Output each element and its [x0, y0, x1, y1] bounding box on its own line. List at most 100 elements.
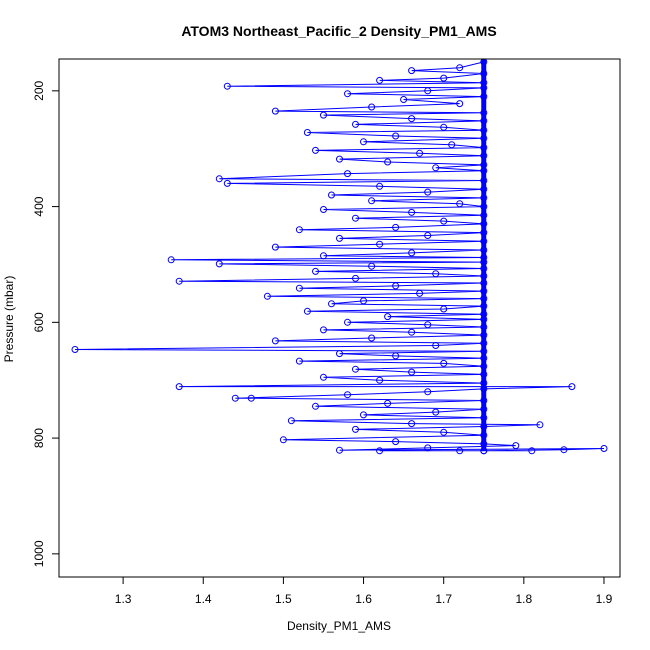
- data-point: [440, 428, 448, 436]
- data-point: [368, 334, 376, 342]
- data-point: [352, 214, 359, 222]
- data-point: [536, 421, 544, 429]
- data-point: [295, 284, 303, 292]
- x-axis-label: Density_PM1_AMS: [287, 619, 391, 633]
- data-point: [480, 440, 488, 448]
- y-tick-label: 1000: [32, 540, 46, 567]
- data-point: [336, 446, 343, 454]
- x-tick-label: 1.5: [275, 592, 292, 606]
- plot-area: [71, 58, 608, 455]
- data-point: [320, 326, 327, 334]
- data-point: [271, 243, 279, 251]
- plot-frame: [58, 58, 621, 578]
- data-point: [480, 220, 488, 228]
- data-point: [320, 373, 327, 381]
- data-point: [480, 447, 488, 455]
- data-point: [480, 339, 488, 347]
- data-point: [512, 442, 520, 450]
- data-point: [408, 249, 416, 257]
- data-point: [368, 262, 376, 270]
- series-line: [74, 61, 605, 452]
- data-point: [440, 217, 448, 225]
- data-point: [480, 414, 488, 422]
- data-point: [408, 115, 416, 123]
- data-point: [287, 417, 295, 425]
- data-point: [344, 318, 351, 326]
- data-point: [392, 132, 400, 140]
- data-point: [312, 402, 319, 410]
- data-point: [352, 365, 359, 373]
- data-point: [344, 90, 351, 98]
- data-point: [480, 310, 488, 318]
- data-point: [480, 109, 488, 117]
- data-point: [384, 399, 392, 407]
- data-point: [480, 167, 488, 175]
- data-point: [392, 223, 400, 231]
- data-point: [295, 226, 303, 234]
- data-point: [352, 425, 359, 433]
- data-point: [456, 64, 464, 72]
- data-point: [480, 203, 488, 211]
- data-point: [167, 256, 175, 264]
- data-point: [384, 158, 392, 166]
- data-point: [480, 93, 488, 101]
- data-point: [175, 383, 183, 391]
- data-point: [320, 111, 327, 119]
- data-point: [352, 274, 359, 282]
- data-point: [480, 126, 488, 134]
- x-tick-label: 1.6: [355, 592, 372, 606]
- data-point: [416, 289, 424, 297]
- data-point: [480, 194, 488, 202]
- data-point: [480, 185, 488, 193]
- y-tick-label: 200: [32, 81, 46, 101]
- data-point: [456, 100, 464, 108]
- data-point: [223, 82, 231, 90]
- data-point: [175, 277, 183, 285]
- data-point: [303, 129, 311, 136]
- data-point: [480, 117, 488, 125]
- data-point: [480, 397, 488, 404]
- data-point: [480, 144, 488, 152]
- data-point: [480, 134, 488, 142]
- data-point: [384, 313, 392, 321]
- data-point: [231, 394, 239, 402]
- data-point: [456, 447, 464, 455]
- y-tick-label: 800: [32, 428, 46, 448]
- data-point: [480, 295, 488, 303]
- data-point: [424, 444, 432, 452]
- data-point: [480, 354, 488, 362]
- data-point: [480, 323, 488, 331]
- data-point: [480, 211, 488, 219]
- data-point: [600, 445, 608, 452]
- data-point: [376, 240, 384, 248]
- data-point: [480, 431, 488, 439]
- data-point: [320, 206, 327, 213]
- data-point: [303, 307, 311, 315]
- x-tick-label: 1.4: [195, 592, 212, 606]
- data-point: [247, 394, 255, 402]
- data-point: [432, 164, 440, 172]
- data-point: [400, 96, 408, 103]
- data-point: [432, 342, 440, 349]
- data-point: [440, 74, 448, 82]
- data-point: [223, 179, 231, 187]
- data-point: [408, 208, 416, 216]
- data-point: [320, 252, 327, 260]
- data-point: [408, 328, 416, 336]
- chart-title: ATOM3 Northeast_Pacific_2 Density_PM1_AM…: [181, 23, 496, 39]
- data-point: [368, 103, 376, 111]
- data-point: [480, 370, 488, 378]
- x-tick-label: 1.8: [515, 592, 532, 606]
- data-point: [215, 175, 223, 183]
- data-point: [360, 138, 367, 146]
- data-point: [368, 197, 376, 205]
- data-point: [568, 383, 576, 391]
- data-point: [480, 265, 488, 272]
- data-point: [448, 141, 456, 149]
- data-point: [480, 347, 488, 355]
- data-point: [392, 352, 400, 360]
- data-point: [376, 447, 384, 455]
- data-point: [560, 446, 568, 454]
- data-point: [480, 84, 488, 92]
